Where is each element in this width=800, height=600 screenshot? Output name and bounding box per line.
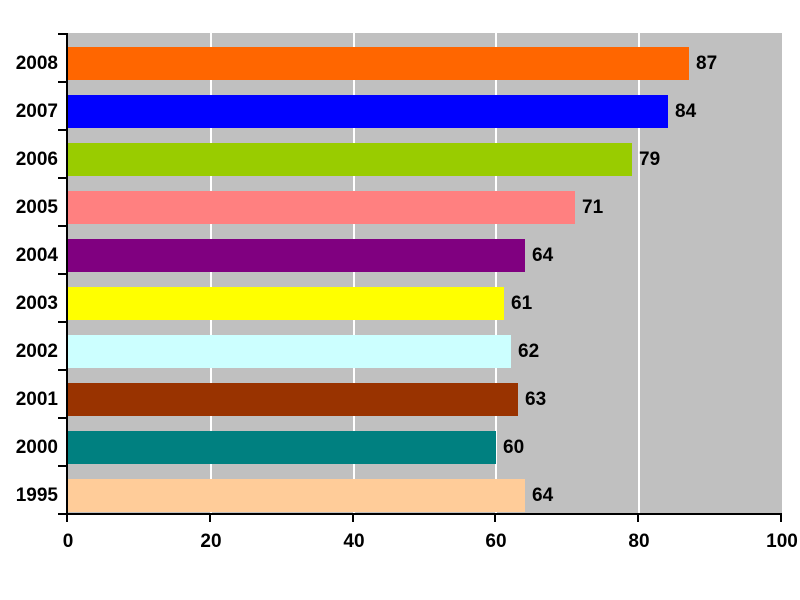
x-axis-tick-label-40: 40 bbox=[343, 531, 365, 552]
value-label-2000: 60 bbox=[503, 437, 525, 458]
category-label-2003: 2003 bbox=[15, 293, 58, 314]
value-label-2007: 84 bbox=[675, 101, 697, 122]
y-axis-tick bbox=[58, 513, 66, 515]
x-axis-tick-80 bbox=[637, 515, 639, 522]
value-label-2004: 64 bbox=[532, 245, 554, 266]
bar-2006 bbox=[68, 143, 632, 176]
value-label-2008: 87 bbox=[696, 53, 718, 74]
x-axis-tick-label-0: 0 bbox=[62, 531, 74, 552]
y-axis-tick bbox=[58, 177, 66, 179]
category-label-2000: 2000 bbox=[15, 437, 58, 458]
bar-2004 bbox=[68, 239, 525, 272]
gridline-x-40 bbox=[353, 33, 355, 513]
bar-2002 bbox=[68, 335, 511, 368]
y-axis-tick bbox=[58, 225, 66, 227]
value-label-2006: 79 bbox=[639, 149, 661, 170]
category-label-2005: 2005 bbox=[15, 197, 58, 218]
gridline-x-20 bbox=[210, 33, 212, 513]
gridline-x-80 bbox=[638, 33, 640, 513]
y-axis-tick bbox=[58, 369, 66, 371]
category-label-2006: 2006 bbox=[15, 149, 58, 170]
bar-2000 bbox=[68, 431, 496, 464]
y-axis-line bbox=[66, 33, 68, 515]
bar-2001 bbox=[68, 383, 518, 416]
value-label-2005: 71 bbox=[582, 197, 604, 218]
bar-1995 bbox=[68, 479, 525, 512]
bar-2003 bbox=[68, 287, 504, 320]
category-label-2007: 2007 bbox=[15, 101, 58, 122]
x-axis-tick-20 bbox=[209, 515, 211, 522]
x-axis-tick-label-100: 100 bbox=[766, 531, 798, 552]
x-axis-tick-40 bbox=[352, 515, 354, 522]
value-label-2001: 63 bbox=[525, 389, 547, 410]
category-label-2001: 2001 bbox=[15, 389, 58, 410]
plot-area bbox=[68, 33, 782, 513]
x-axis-tick-100 bbox=[780, 515, 782, 522]
bar-2007 bbox=[68, 95, 668, 128]
y-axis-tick bbox=[58, 33, 66, 35]
y-axis-tick bbox=[58, 465, 66, 467]
gridline-x-60 bbox=[495, 33, 497, 513]
x-axis-tick-label-20: 20 bbox=[200, 531, 222, 552]
value-label-2003: 61 bbox=[511, 293, 533, 314]
x-axis-tick-label-60: 60 bbox=[485, 531, 507, 552]
category-label-2002: 2002 bbox=[15, 341, 58, 362]
y-axis-tick bbox=[58, 417, 66, 419]
y-axis-tick bbox=[58, 321, 66, 323]
y-axis-tick bbox=[58, 273, 66, 275]
bar-2008 bbox=[68, 47, 689, 80]
category-label-2008: 2008 bbox=[15, 53, 58, 74]
value-label-2002: 62 bbox=[518, 341, 540, 362]
x-axis-tick-label-80: 80 bbox=[628, 531, 650, 552]
category-label-1995: 1995 bbox=[15, 485, 58, 506]
y-axis-tick bbox=[58, 81, 66, 83]
bar-2005 bbox=[68, 191, 575, 224]
y-axis-tick bbox=[58, 129, 66, 131]
value-label-1995: 64 bbox=[532, 485, 554, 506]
x-axis-line bbox=[66, 513, 782, 515]
x-axis-tick-0 bbox=[66, 515, 68, 522]
category-label-2004: 2004 bbox=[15, 245, 58, 266]
x-axis-tick-60 bbox=[494, 515, 496, 522]
